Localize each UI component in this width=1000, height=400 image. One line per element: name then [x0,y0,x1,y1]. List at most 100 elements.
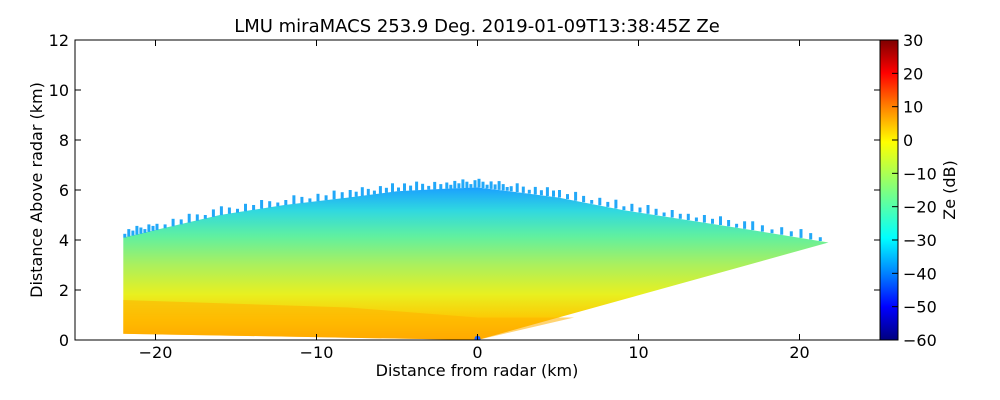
echo-top-speckle [453,180,457,189]
echo-top-speckle [799,229,803,238]
echo-top-speckle [433,181,437,190]
echo-top-speckle [187,213,191,223]
colorbar-tick-label: −30 [903,231,937,250]
echo-top-speckle [501,184,505,191]
colorbar-tick-label: −10 [903,164,937,183]
echo-top-speckle [123,233,127,238]
echo-top-speckle [638,207,642,213]
echo-top-speckle [809,233,813,240]
echo-top-speckle [590,200,594,204]
colorbar-label: Ze (dB) [940,160,959,220]
echo-top-speckle [268,201,272,208]
echo-top-speckle [151,225,155,231]
y-tick-label: 12 [49,31,69,50]
colorbar-tick-label: −60 [903,331,937,350]
echo-top-speckle [818,237,822,241]
x-tick-label: 20 [789,343,809,362]
echo-top-speckle [606,201,610,207]
echo-top-speckle [630,203,634,212]
echo-top-speckle [711,218,714,224]
echo-top-speckle [566,194,569,200]
echo-top-speckle [384,187,388,193]
x-axis: −20 −10 0 10 20 [139,40,810,362]
echo-top-speckle [533,186,537,195]
colorbar-tick-label: 30 [903,31,923,50]
echo-top-speckle [489,181,493,189]
echo-top-speckle [485,184,489,189]
colorbar [879,39,899,341]
echo-top-speckle [135,225,139,235]
echo-top-speckle [391,183,394,192]
echo-top-speckle [760,225,764,232]
echo-top-speckle [415,181,419,191]
echo-top-speckle [324,195,328,201]
echo-top-speckle [654,208,658,216]
echo-top-speckle [244,203,247,212]
y-tick-label: 0 [59,331,69,350]
echo-top-speckle [143,229,147,233]
x-tick-label: 0 [472,343,482,362]
echo-top-speckle [147,224,151,232]
y-tick-label: 2 [59,281,69,300]
echo-top-speckle [552,190,555,197]
echo-top-speckle [457,183,461,189]
echo-top-speckle [203,215,207,219]
echo-top-speckle [539,190,543,196]
y-tick-label: 8 [59,131,69,150]
echo-region [123,187,829,340]
y-tick-label: 6 [59,181,69,200]
echo-top-speckle [789,231,793,237]
colorbar-tick-label: −50 [903,298,937,317]
echo-top-speckle [421,183,425,191]
echo-top-speckle [372,190,376,195]
echo-top-speckle [397,187,400,192]
echo-top-speckle [505,187,509,191]
echo-top-speckle [515,183,519,192]
echo-top-speckle [260,200,264,209]
echo-top-speckle [727,220,731,227]
echo-top-speckle [354,191,358,197]
chart-title: LMU miraMACS 253.9 Deg. 2019-01-09T13:38… [234,16,720,37]
echo-top-speckle [378,186,382,194]
echo-top-speckle [719,216,722,225]
echo-top-speckle [521,186,525,193]
echo-top-speckle [662,212,666,217]
echo-top-speckle [276,202,280,207]
echo-top-speckle [403,183,406,191]
echo-top-speckle [614,199,618,209]
echo-top-speckle [465,181,469,188]
echo-top-speckle [139,227,143,234]
echo-top-speckle [473,180,477,188]
echo-top-speckle [252,205,256,210]
echo-top-speckle [163,224,167,229]
echo-top-speckle [219,206,223,216]
y-tick-label: 4 [59,231,69,250]
echo-top-speckle [445,182,449,189]
echo-top-speckle [195,214,199,221]
colorbar-tick-label: 0 [903,131,913,150]
echo-top-speckle [308,198,312,203]
echo-top-speckle [179,219,183,225]
echo-top-speckle [743,221,747,229]
echo-top-speckle [211,209,215,217]
echo-top-speckle [366,188,370,196]
echo-top-speckle [582,195,586,203]
echo-top-speckle [751,221,755,231]
echo-top-speckle [316,193,320,202]
echo-top-speckle [477,178,481,188]
echo-top-speckle [694,217,698,222]
x-axis-label: Distance from radar (km) [376,361,579,380]
x-tick-label: −10 [300,343,334,362]
echo-top-speckle [236,208,239,213]
echo-top-speckle [509,186,513,192]
echo-top-speckle [686,213,690,221]
echo-top-speckle [469,184,473,188]
echo-top-fringe [123,178,822,241]
echo-top-speckle [284,200,288,205]
echo-top-speckle [155,223,159,231]
colorbar-tick-label: −20 [903,198,937,217]
echo-top-speckle [646,205,650,214]
colorbar-axis: 30 20 10 0 −10 −20 −30 −40 −50 −60 [892,31,937,350]
echo-top-speckle [598,197,602,206]
